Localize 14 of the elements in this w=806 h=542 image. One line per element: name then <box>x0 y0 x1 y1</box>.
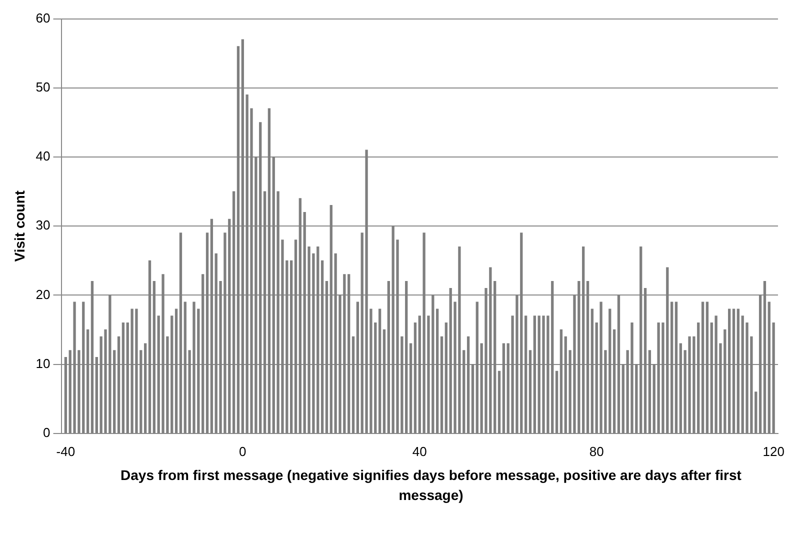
x-tick-label: 0 <box>239 444 246 459</box>
x-tick-label: 80 <box>589 444 604 459</box>
y-tick-label: 0 <box>43 424 50 440</box>
y-axis-title: Visit count <box>11 190 28 262</box>
x-tick-label: 40 <box>412 444 427 459</box>
y-tick-label: 10 <box>36 356 50 371</box>
y-tick-label: 20 <box>36 286 50 302</box>
y-tick-label: 40 <box>36 148 50 164</box>
x-tick-label: -40 <box>56 444 76 459</box>
x-axis-title: Days from first message (negative signifies days before message, positive are days after first message) <box>120 466 742 505</box>
y-tick-label: 30 <box>36 218 50 233</box>
y-tick-label: 50 <box>36 79 50 94</box>
x-tick-label: 120 <box>762 444 784 459</box>
y-tick-label: 60 <box>36 10 50 26</box>
